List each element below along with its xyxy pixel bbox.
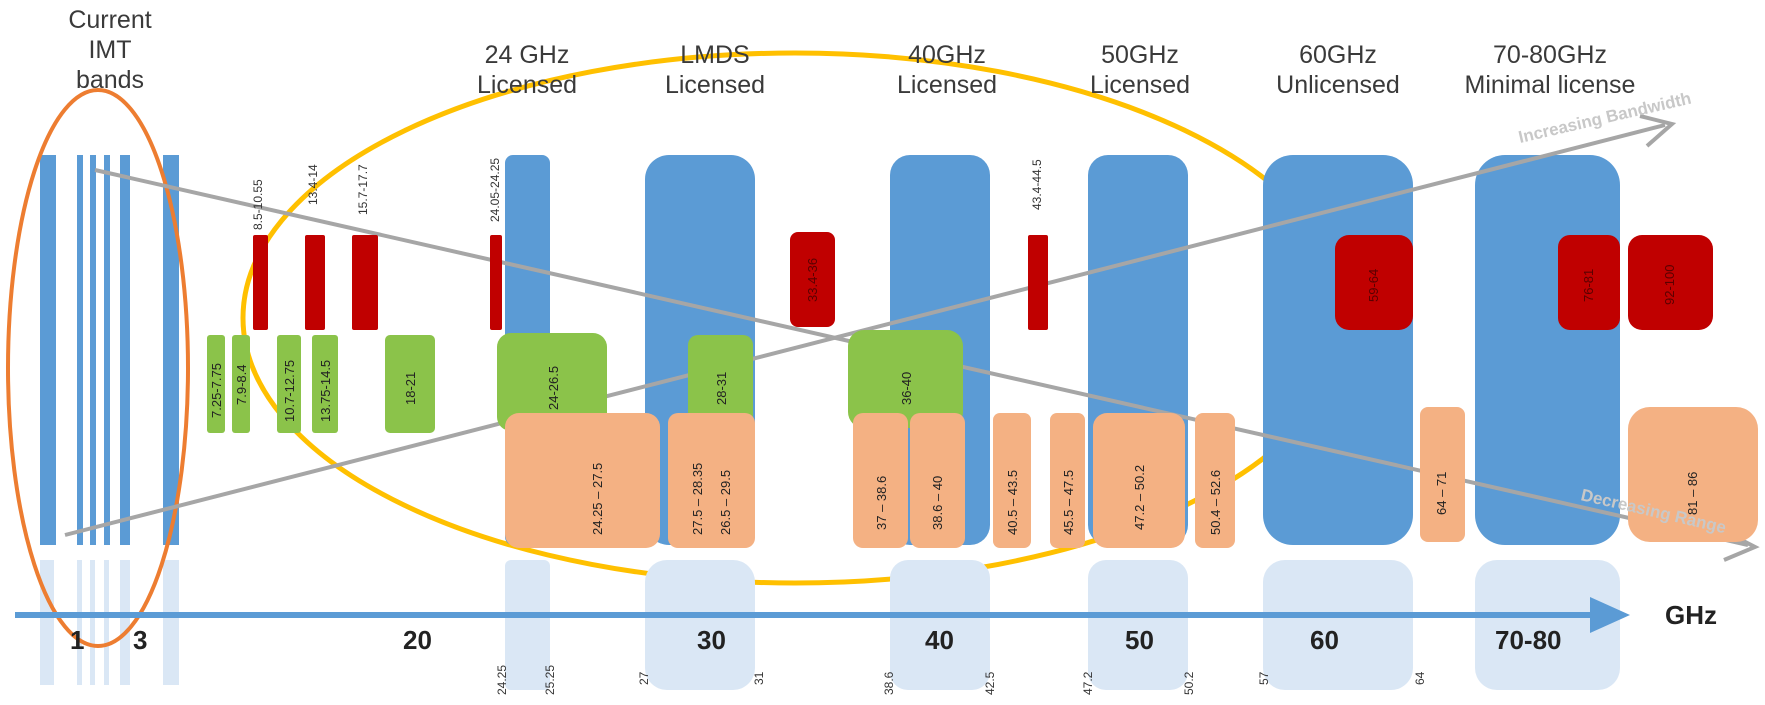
red-band-label: 92-100 — [1662, 264, 1677, 305]
frequency-axis — [15, 597, 1630, 633]
peach-band-label: 26.5 – 29.5 — [718, 469, 733, 535]
peach-band-label: 24.25 – 27.5 — [590, 462, 605, 535]
heading-50ghz: 50GHz Licensed — [1089, 41, 1191, 99]
bottom-range-label: 50.2 — [1182, 671, 1196, 695]
range-label: 8.5-10.55 — [251, 179, 265, 230]
range-label: 13.4-14 — [306, 164, 320, 205]
green-band-label: 10.7-12.75 — [282, 359, 297, 422]
green-band-label: 24-26.5 — [546, 365, 561, 410]
peach-band-label: 50.4 – 52.6 — [1208, 469, 1223, 535]
bottom-range-label: 42.5 — [983, 671, 997, 695]
peach-band-label: 81 – 86 — [1685, 471, 1700, 515]
axis-tick-70-80: 70-80 — [1495, 625, 1562, 655]
bottom-range-label: 27 — [637, 671, 651, 685]
red-band-label: 76-81 — [1581, 268, 1596, 302]
peach-band-label: 47.2 – 50.2 — [1132, 464, 1147, 530]
bottom-range-label: 25.25 — [543, 664, 557, 695]
peach-band-label: 27.5 – 28.35 — [690, 462, 705, 535]
bottom-range-label: 47.2 — [1081, 671, 1095, 695]
axis-unit: GHz — [1665, 600, 1717, 630]
peach-bands — [505, 407, 1758, 548]
bottom-range-label: 31 — [752, 671, 766, 685]
heading-70-80ghz: 70-80GHz Minimal license — [1464, 41, 1636, 99]
bottom-range-label: 24.25 — [495, 664, 509, 695]
green-band-label: 7.25-7.75 — [209, 363, 224, 418]
red-band-label: 59-64 — [1366, 268, 1381, 302]
peach-band-label: 37 – 38.6 — [874, 475, 889, 530]
green-band-label: 18-21 — [403, 371, 418, 405]
peach-band-label: 64 – 71 — [1434, 471, 1449, 515]
range-label: 15.7-17.7 — [356, 164, 370, 215]
red-bands — [253, 232, 1713, 330]
green-band-label: 7.9-8.4 — [234, 364, 249, 405]
bottom-range-label: 38.6 — [882, 671, 896, 695]
green-bands — [207, 330, 963, 433]
bottom-range-label: 57 — [1257, 671, 1271, 685]
green-band-label: 36-40 — [899, 371, 914, 405]
red-band-label: 33.4-36 — [805, 257, 820, 302]
heading-24ghz: 24 GHz Licensed — [476, 41, 578, 99]
peach-band-label: 40.5 – 43.5 — [1005, 469, 1020, 535]
peach-band-label: 45.5 – 47.5 — [1061, 469, 1076, 535]
axis-tick-1: 1 — [70, 625, 85, 655]
axis-tick-60: 60 — [1310, 625, 1339, 655]
range-label: 43.4-44.5 — [1030, 159, 1044, 210]
axis-tick-20: 20 — [403, 625, 432, 655]
range-label: 24.05-24.25 — [488, 157, 502, 222]
green-band-label: 28-31 — [714, 371, 729, 405]
axis-tick-50: 50 — [1125, 625, 1154, 655]
light-blue-blocks — [40, 560, 1620, 690]
peach-band-label: 38.6 – 40 — [930, 475, 945, 530]
green-band-label: 13.75-14.5 — [318, 359, 333, 422]
axis-tick-30: 30 — [697, 625, 726, 655]
heading-40ghz: 40GHz Licensed — [896, 41, 998, 99]
heading-current-imt: Current IMT bands — [68, 6, 152, 94]
heading-60ghz: 60GHz Unlicensed — [1276, 41, 1400, 99]
heading-lmds: LMDS Licensed — [664, 41, 766, 99]
axis-tick-40: 40 — [925, 625, 954, 655]
bottom-range-label: 64 — [1413, 671, 1427, 685]
axis-tick-3: 3 — [133, 625, 148, 655]
current-imt-ellipse — [6, 88, 190, 648]
